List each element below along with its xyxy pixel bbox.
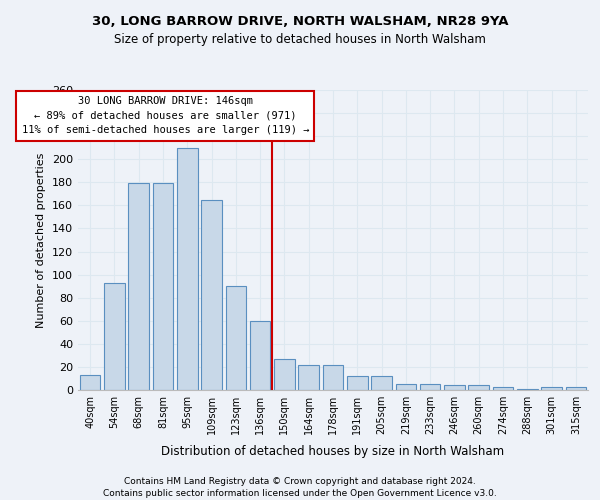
Bar <box>541 386 562 390</box>
Bar <box>128 184 149 390</box>
Bar <box>274 359 295 390</box>
Y-axis label: Number of detached properties: Number of detached properties <box>37 152 46 328</box>
X-axis label: Distribution of detached houses by size in North Walsham: Distribution of detached houses by size … <box>161 446 505 458</box>
Bar <box>469 386 489 390</box>
Bar <box>566 386 586 390</box>
Text: 30 LONG BARROW DRIVE: 146sqm
← 89% of detached houses are smaller (971)
11% of s: 30 LONG BARROW DRIVE: 146sqm ← 89% of de… <box>22 96 309 136</box>
Bar <box>250 321 271 390</box>
Bar <box>152 184 173 390</box>
Bar <box>517 389 538 390</box>
Bar <box>177 148 197 390</box>
Bar <box>420 384 440 390</box>
Bar <box>444 386 465 390</box>
Bar <box>371 376 392 390</box>
Bar <box>201 200 222 390</box>
Bar <box>395 384 416 390</box>
Bar <box>323 364 343 390</box>
Text: Contains public sector information licensed under the Open Government Licence v3: Contains public sector information licen… <box>103 489 497 498</box>
Bar <box>493 386 514 390</box>
Bar <box>298 364 319 390</box>
Bar <box>226 286 246 390</box>
Text: Contains HM Land Registry data © Crown copyright and database right 2024.: Contains HM Land Registry data © Crown c… <box>124 478 476 486</box>
Bar <box>347 376 368 390</box>
Text: 30, LONG BARROW DRIVE, NORTH WALSHAM, NR28 9YA: 30, LONG BARROW DRIVE, NORTH WALSHAM, NR… <box>92 15 508 28</box>
Text: Size of property relative to detached houses in North Walsham: Size of property relative to detached ho… <box>114 32 486 46</box>
Bar <box>80 375 100 390</box>
Bar <box>104 282 125 390</box>
